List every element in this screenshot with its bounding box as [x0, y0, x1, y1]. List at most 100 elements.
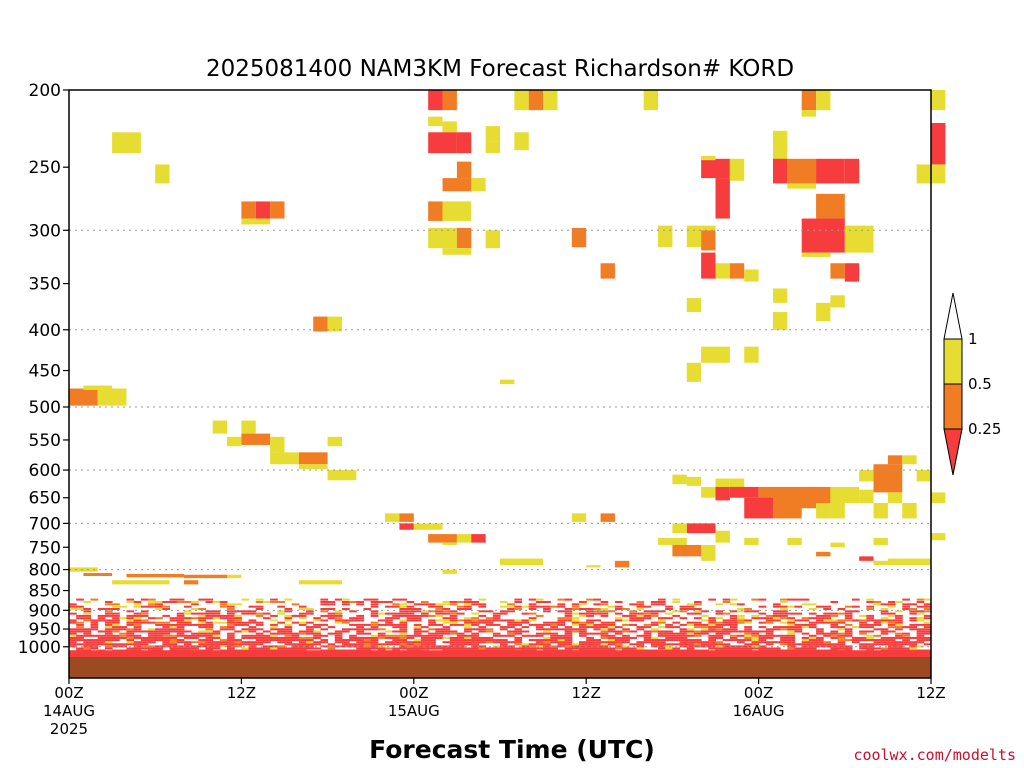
- heatmap-cell: [392, 623, 400, 626]
- heatmap-cell: [909, 619, 918, 622]
- heatmap-cell: [658, 619, 666, 622]
- heatmap-cell: [420, 603, 429, 606]
- heatmap-cell: [722, 630, 731, 633]
- heatmap-cell: [227, 634, 235, 637]
- heatmap-cell: [377, 612, 386, 615]
- heatmap-cell: [758, 617, 767, 620]
- heatmap-cell: [442, 645, 451, 648]
- heatmap-cell: [658, 603, 666, 606]
- heatmap-cell: [112, 614, 120, 617]
- heatmap-cell: [363, 641, 372, 644]
- heatmap-cell: [521, 626, 530, 629]
- heatmap-cell: [183, 619, 192, 622]
- heatmap-cell: [456, 634, 465, 637]
- heatmap-cell: [104, 614, 113, 617]
- heatmap-cell: [219, 639, 228, 642]
- heatmap-cell: [392, 626, 400, 629]
- heatmap-cell: [808, 636, 817, 639]
- heatmap-cell: [248, 628, 257, 631]
- heatmap-cell: [69, 608, 77, 611]
- heatmap-cell: [241, 598, 250, 601]
- heatmap-cell: [212, 632, 221, 635]
- y-tick-label: 850: [29, 582, 61, 602]
- heatmap-cell: [844, 639, 853, 642]
- heatmap-cell: [851, 610, 860, 613]
- heatmap-cell: [665, 643, 673, 646]
- heatmap-cell: [808, 641, 817, 644]
- heatmap-cell: [413, 639, 422, 642]
- heatmap-cell: [76, 621, 84, 624]
- heatmap-cell: [428, 636, 436, 639]
- heatmap-cell: [162, 628, 171, 631]
- heatmap-cell: [284, 626, 293, 629]
- heatmap-cell: [277, 645, 285, 648]
- heatmap-cell: [758, 630, 767, 633]
- y-tick-label: 1000: [18, 638, 61, 658]
- heatmap-cell: [133, 643, 142, 646]
- heatmap-cell: [564, 598, 573, 601]
- heatmap-cell: [97, 388, 127, 406]
- heatmap-cell: [895, 647, 903, 650]
- heatmap-cell: [428, 610, 436, 613]
- heatmap-cell: [801, 603, 810, 606]
- heatmap-cell: [83, 617, 92, 620]
- heatmap-cell: [241, 218, 271, 225]
- heatmap-cell: [643, 90, 659, 111]
- heatmap-cell: [737, 603, 745, 606]
- heatmap-cell: [298, 621, 307, 624]
- heatmap-cell: [751, 634, 760, 637]
- heatmap-cell: [478, 636, 487, 639]
- heatmap-cell: [413, 647, 422, 650]
- heatmap-cell: [485, 619, 494, 622]
- heatmap-cell: [306, 608, 314, 611]
- heatmap-cell: [593, 598, 602, 601]
- heatmap-cell: [586, 639, 594, 642]
- heatmap-cell: [126, 632, 135, 635]
- heatmap-cell: [514, 632, 523, 635]
- heatmap-cell: [126, 610, 135, 613]
- heatmap-cell: [205, 636, 214, 639]
- y-tick-label: 200: [29, 81, 61, 101]
- heatmap-cell: [69, 628, 77, 631]
- heatmap-cell: [528, 647, 537, 650]
- heatmap-cell: [866, 619, 875, 622]
- heatmap-cell: [370, 598, 379, 601]
- heatmap-cell: [772, 130, 788, 154]
- heatmap-cell: [729, 158, 745, 181]
- heatmap-cell: [464, 636, 472, 639]
- heatmap-cell: [851, 641, 860, 644]
- heatmap-cell: [931, 533, 946, 541]
- heatmap-cell: [428, 643, 436, 646]
- heatmap-cell: [420, 626, 429, 629]
- heatmap-cell: [708, 630, 716, 633]
- heatmap-cell: [169, 598, 178, 601]
- heatmap-cell: [873, 537, 888, 545]
- heatmap-cell: [672, 544, 702, 557]
- heatmap-cell: [873, 603, 882, 606]
- y-tick-label: 550: [29, 431, 61, 451]
- heatmap-cell: [607, 610, 616, 613]
- heatmap-cell: [837, 639, 846, 642]
- heatmap-cell: [535, 605, 544, 608]
- heatmap-cell: [191, 612, 199, 615]
- heatmap-cell: [557, 634, 566, 637]
- heatmap-cell: [298, 639, 307, 642]
- heatmap-cell: [406, 608, 415, 611]
- heatmap-cell: [198, 598, 206, 601]
- heatmap-cell: [514, 630, 523, 633]
- heatmap-cell: [895, 617, 903, 620]
- heatmap-cell: [219, 621, 228, 624]
- heatmap-cell: [90, 598, 99, 601]
- heatmap-cell: [83, 628, 92, 631]
- heatmap-cell: [500, 558, 544, 566]
- heatmap-cell: [679, 636, 688, 639]
- heatmap-cell: [780, 598, 788, 601]
- heatmap-cell: [715, 346, 730, 363]
- heatmap-cell: [931, 90, 946, 111]
- heatmap-cell: [420, 600, 429, 603]
- heatmap-cell: [902, 455, 917, 465]
- heatmap-cell: [528, 608, 537, 611]
- heatmap-cell: [715, 643, 724, 646]
- heatmap-cell: [227, 626, 235, 629]
- heatmap-cell: [456, 612, 465, 615]
